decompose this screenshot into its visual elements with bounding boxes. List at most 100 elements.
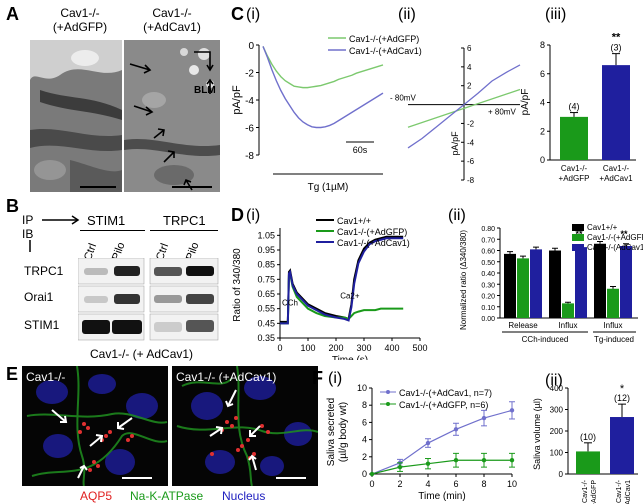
ci-y-tick-label: -6 xyxy=(245,124,254,135)
fii-category-label-group-1: Cav1-/- +AdCav1 xyxy=(616,479,632,504)
ci-series-line-0 xyxy=(262,46,384,89)
dii-cch-group-label: CCh-induced xyxy=(522,335,569,344)
dii-y-tick-label: 0.50 xyxy=(481,260,495,267)
dii-bar-1-2 xyxy=(575,247,587,318)
di-x-tick-label: 400 xyxy=(384,343,399,353)
fi-data-point-0 xyxy=(453,427,459,432)
dii-legend-swatch-1 xyxy=(572,234,584,241)
di-y-tick-label: 0.75 xyxy=(257,274,275,284)
ip-label: IP xyxy=(22,213,34,227)
fii-bar-0 xyxy=(576,451,600,474)
fi-x-tick-label: 10 xyxy=(507,479,517,489)
fi-data-point-0 xyxy=(509,408,515,413)
panel-letter-a: A xyxy=(6,4,19,24)
fii-category-label-1: Cav1-/- xyxy=(616,479,623,503)
fi-legend-label-0: Cav1-/-(+AdCav1, n=7) xyxy=(399,388,492,398)
ci-y-tick-label: -8 xyxy=(245,151,254,162)
dii-legend-label-0: Cav1+/+ xyxy=(587,223,618,232)
fii-bar-1 xyxy=(610,417,634,474)
dii-sig-label-2: ** xyxy=(620,229,628,239)
panel-letter-d: D xyxy=(231,205,244,225)
di-y-tick-label: 0.95 xyxy=(257,245,275,255)
di-y-tick-label: 0.55 xyxy=(257,304,275,314)
panel-d-sub-ii: (ii) xyxy=(448,207,466,224)
ci-tg-label: Tg (1µM) xyxy=(308,182,349,193)
fi-y-axis-label: Saliva secreted xyxy=(326,398,337,466)
row-label-orai1: Orai1 xyxy=(24,290,54,304)
fluorescence-images xyxy=(22,366,318,486)
di-series-line-2 xyxy=(280,237,404,325)
dii-category-label-0: Release xyxy=(508,321,538,330)
fi-x-axis-label: Time (min) xyxy=(418,491,465,502)
di-legend-label-1: Cav1-/-(+AdGFP) xyxy=(337,227,407,237)
cii-y-tick-label: 6 xyxy=(467,44,472,53)
fi-y-axis-label: (µl/g body wt) xyxy=(338,402,349,462)
panel-c-sub-ii: (ii) xyxy=(398,6,416,23)
ciii-category-label-0: Cav1-/- xyxy=(561,164,588,173)
dii-bar-2-0 xyxy=(594,243,606,318)
fii-category-label-group-0: Cav1-/- +AdGFP xyxy=(582,479,598,504)
dii-bar-0-1 xyxy=(517,258,529,318)
fi-y-tick-label: 2 xyxy=(362,452,367,462)
fi-y-tick-label: 0 xyxy=(362,469,367,479)
dii-category-label-1: Influx xyxy=(558,321,577,330)
cii-y-axis-label: pA/pF xyxy=(450,131,460,156)
cii-y-tick-label: 4 xyxy=(467,63,472,72)
ciii-y-tick-label: 4 xyxy=(540,98,545,108)
ciii-sig-label-1: ** xyxy=(612,32,621,44)
ciii-y-tick-label: 2 xyxy=(540,126,545,136)
divider-stim1 xyxy=(80,230,145,231)
ciii-y-tick-label: 8 xyxy=(540,40,545,50)
ci-y-tick-label: -4 xyxy=(245,96,254,107)
dii-bar-0-0 xyxy=(504,253,516,318)
panel-c-sub-i: (i) xyxy=(246,6,261,23)
dii-y-tick-label: 0.80 xyxy=(481,226,495,233)
fi-data-point-1 xyxy=(509,458,515,463)
di-y-axis-label: Ratio of 340/380 xyxy=(232,248,243,322)
panel-f-sub-ii: (ii) xyxy=(545,372,563,389)
fi-x-tick-label: 4 xyxy=(425,479,430,489)
fii-y-tick-label: 0 xyxy=(559,470,564,479)
fii-n-label-0: (10) xyxy=(580,432,596,442)
cii-right-voltage-label: + 80mV xyxy=(488,108,516,117)
fii-y-tick-label: 200 xyxy=(550,427,564,436)
cii-left-voltage-label: - 80mV xyxy=(390,94,416,103)
cii-y-tick-label: -2 xyxy=(467,119,475,128)
ciii-n-label-0: (4) xyxy=(569,102,580,112)
fi-x-tick-label: 8 xyxy=(481,479,486,489)
dii-bar-1-0 xyxy=(549,250,561,318)
panel-c-sub-iii: (iii) xyxy=(545,6,567,23)
cii-series-line-0 xyxy=(407,88,521,128)
fi-x-tick-label: 2 xyxy=(397,479,402,489)
fi-y-tick-label: 10 xyxy=(357,383,367,393)
em-micrograph-right xyxy=(124,40,220,192)
fi-y-tick-label: 4 xyxy=(362,435,367,445)
ciii-y-tick-label: 0 xyxy=(540,155,545,165)
panel-b-caption: Cav1-/- (+ AdCav1) xyxy=(90,347,194,361)
legend-nucleus: Nucleus xyxy=(222,489,266,503)
dii-legend-label-1: Cav1-/-(+AdGFP) xyxy=(587,233,643,242)
ciii-y-axis-label: pA/pF xyxy=(520,89,531,116)
panel-letter-f: F xyxy=(312,368,323,388)
ciii-category-label-0: +AdGFP xyxy=(559,174,590,183)
fi-data-point-0 xyxy=(481,415,487,421)
di-x-tick-label: 500 xyxy=(412,343,427,353)
panel-c-charts: 0 -2 -4 -6 -8 pA/pF Cav1-/-(+AdGFP) Cav1-/-(+Ad… xyxy=(231,32,636,193)
cii-y-tick-label: -6 xyxy=(467,157,475,166)
fi-series-line-0 xyxy=(371,409,513,475)
di-y-tick-label: 0.45 xyxy=(257,318,275,328)
di-ca-label: Ca2+ xyxy=(340,291,360,300)
ciii-y-tick-label: 6 xyxy=(540,69,545,79)
ci-series-line-1 xyxy=(262,46,384,129)
panel-a-left-title: Cav1-/- (+AdGFP) xyxy=(52,6,108,34)
panel-d-sub-i: (i) xyxy=(246,207,261,224)
di-y-tick-label: 0.85 xyxy=(257,260,275,270)
panel-e-left-title: Cav1-/- xyxy=(26,370,66,384)
dii-y-tick-label: 0.00 xyxy=(481,316,495,323)
dii-tg-group-label: Tg-induced xyxy=(594,335,634,344)
di-y-tick-label: 1.05 xyxy=(257,230,275,240)
fi-legend-marker-0 xyxy=(386,390,390,394)
ciii-bar-0 xyxy=(560,116,588,160)
cii-series-line-1 xyxy=(407,64,521,149)
